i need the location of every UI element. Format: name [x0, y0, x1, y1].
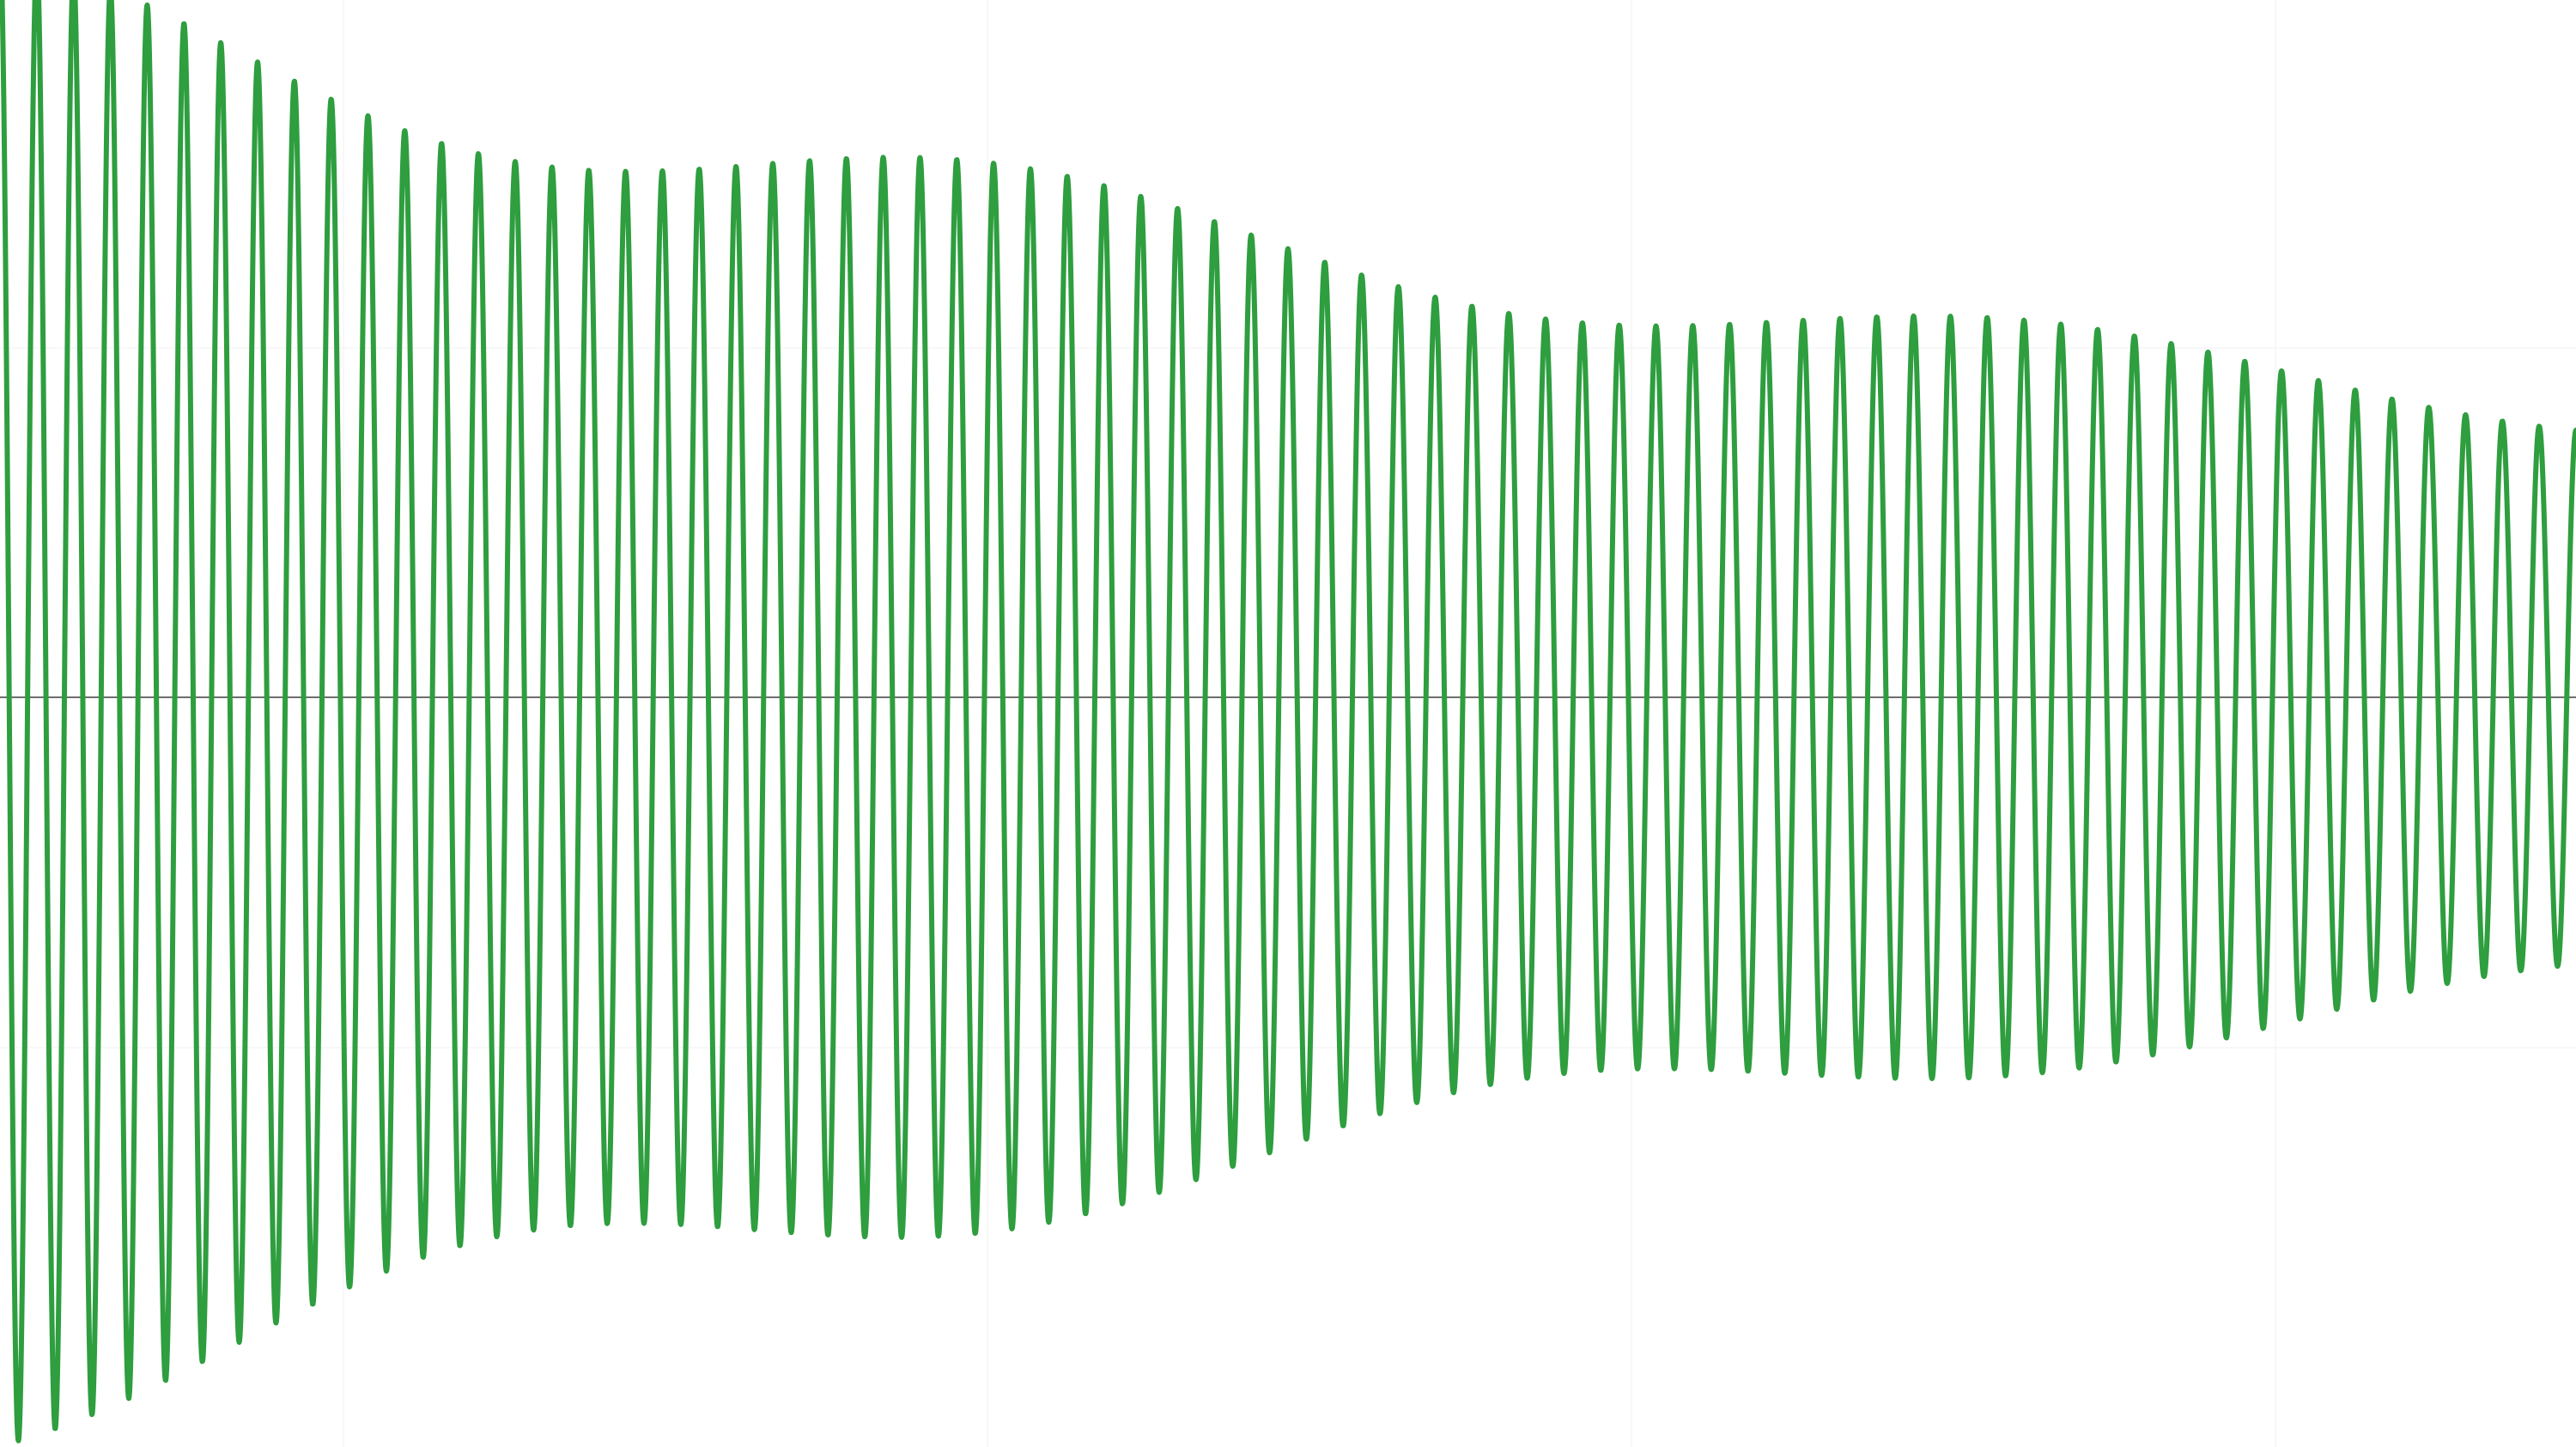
chart-canvas — [0, 0, 2576, 1447]
waveform-chart — [0, 0, 2576, 1447]
